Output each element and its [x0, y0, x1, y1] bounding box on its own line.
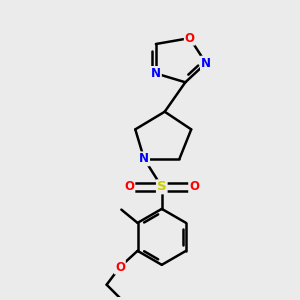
Text: N: N: [201, 57, 211, 70]
Text: O: O: [124, 180, 134, 193]
Text: N: N: [139, 152, 149, 165]
Text: S: S: [157, 180, 166, 193]
Text: O: O: [189, 180, 199, 193]
Text: O: O: [115, 260, 125, 274]
Text: O: O: [185, 32, 195, 45]
Text: N: N: [151, 67, 161, 80]
